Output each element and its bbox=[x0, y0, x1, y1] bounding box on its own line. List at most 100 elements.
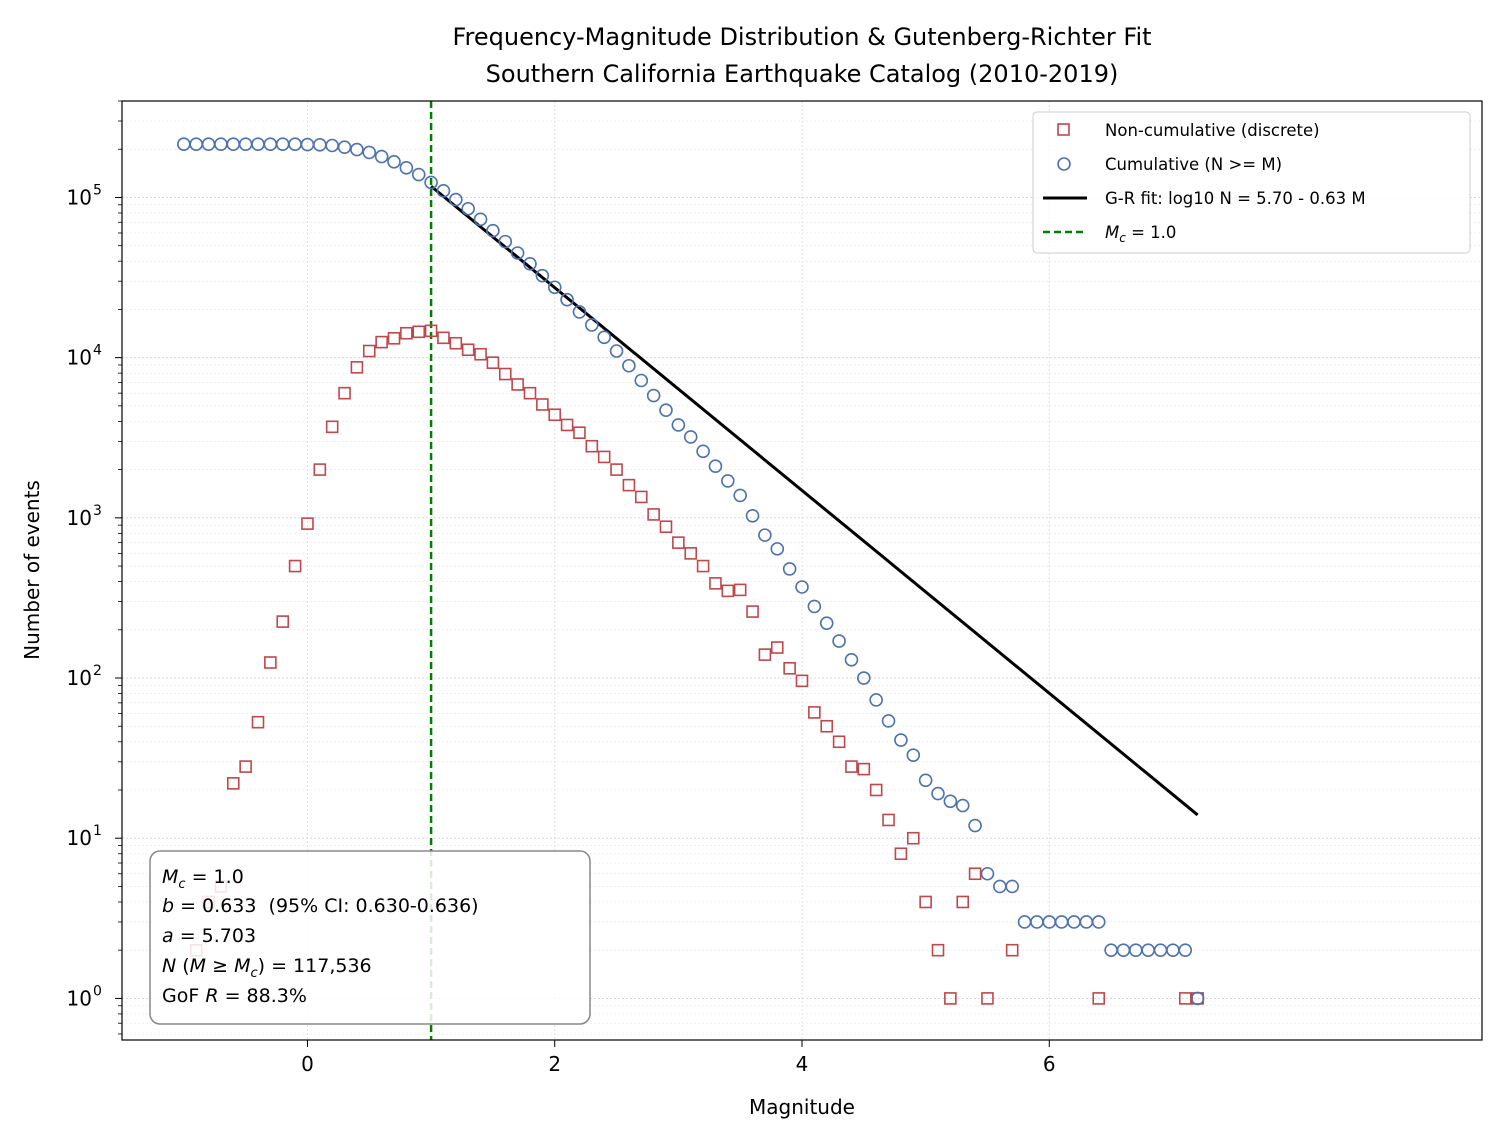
noncumulative-point bbox=[387, 332, 401, 345]
noncumulative-point bbox=[449, 336, 463, 350]
noncumulative-point bbox=[832, 735, 846, 749]
legend-label-mc: Mc = 1.0 bbox=[1105, 223, 1176, 245]
cumulative-point bbox=[807, 599, 822, 614]
stats-a-value: a = 5.703 bbox=[162, 925, 256, 947]
noncumulative-point bbox=[375, 335, 388, 349]
cumulative-point bbox=[486, 223, 500, 238]
noncumulative-point bbox=[325, 420, 339, 434]
cumulative-point bbox=[782, 562, 797, 576]
noncumulative-point bbox=[350, 361, 364, 374]
cumulative-point bbox=[609, 344, 624, 358]
noncumulative-point bbox=[820, 719, 834, 733]
legend-circle-marker bbox=[1057, 157, 1071, 171]
cumulative-point bbox=[968, 818, 982, 833]
noncumulative-point bbox=[276, 615, 290, 628]
legend-label-cumulative: Cumulative (N >= M) bbox=[1105, 155, 1282, 174]
noncumulative-point bbox=[424, 324, 438, 338]
noncumulative-point bbox=[239, 760, 252, 773]
cumulative-point bbox=[498, 234, 513, 249]
cumulative-point bbox=[646, 388, 661, 403]
cumulative-point bbox=[523, 257, 537, 271]
cumulative-point bbox=[1005, 879, 1019, 894]
noncumulative-point bbox=[597, 450, 611, 464]
cumulative-point bbox=[411, 167, 426, 182]
noncumulative-point bbox=[869, 783, 883, 797]
cumulative-point bbox=[510, 246, 525, 260]
cumulative-point bbox=[980, 866, 995, 881]
x-tick-label: 2 bbox=[548, 1052, 561, 1076]
cumulative-point bbox=[337, 140, 352, 154]
cumulative-point bbox=[696, 444, 710, 459]
legend-label-noncumulative: Non-cumulative (discrete) bbox=[1105, 121, 1320, 140]
cumulative-point bbox=[473, 212, 488, 227]
noncumulative-point bbox=[882, 813, 895, 827]
cumulative-point bbox=[931, 786, 945, 801]
x-tick-label: 6 bbox=[1043, 1052, 1056, 1076]
stats-event-count: N (M ≥ Mc) = 117,536 bbox=[162, 955, 372, 981]
noncumulative-point bbox=[585, 439, 599, 453]
y-tick-exponent: 2 bbox=[93, 663, 102, 679]
stats-box-frame bbox=[149, 850, 591, 1025]
noncumulative-point bbox=[461, 343, 475, 357]
noncumulative-point bbox=[659, 520, 673, 534]
noncumulative-point bbox=[226, 777, 240, 790]
legend-box bbox=[1032, 111, 1471, 254]
noncumulative-point bbox=[1092, 992, 1106, 1005]
y-tick-label: 10 bbox=[67, 986, 92, 1010]
noncumulative-point bbox=[548, 408, 562, 422]
noncumulative-point bbox=[474, 347, 487, 361]
cumulative-point bbox=[597, 330, 611, 345]
x-axis-label: Magnitude bbox=[749, 1095, 855, 1119]
cumulative-point bbox=[461, 201, 475, 216]
noncumulative-point bbox=[956, 895, 970, 909]
noncumulative-point bbox=[622, 478, 636, 492]
cumulative-point bbox=[634, 373, 649, 388]
noncumulative-point bbox=[931, 943, 945, 957]
fit-statistics-box: Mc = 1.0 b = 0.633 (95% CI: 0.630-0.636)… bbox=[149, 850, 591, 1025]
noncumulative-point bbox=[264, 656, 277, 669]
noncumulative-point bbox=[400, 326, 413, 340]
cumulative-point bbox=[906, 748, 921, 762]
cumulative-point bbox=[560, 292, 574, 307]
noncumulative-point bbox=[412, 325, 426, 339]
y-tick-label: 10 bbox=[67, 185, 92, 209]
noncumulative-point bbox=[944, 992, 957, 1005]
cumulative-point bbox=[819, 616, 834, 630]
legend: Non-cumulative (discrete) Cumulative (N … bbox=[1032, 111, 1471, 254]
noncumulative-point bbox=[795, 674, 809, 688]
cumulative-point bbox=[535, 268, 550, 283]
y-tick-exponent: 4 bbox=[93, 343, 102, 359]
cumulative-point bbox=[758, 528, 772, 542]
chart-subtitle: Southern California Earthquake Catalog (… bbox=[486, 60, 1119, 88]
x-tick-label: 4 bbox=[796, 1052, 809, 1076]
cumulative-point bbox=[844, 652, 859, 667]
cumulative-point bbox=[721, 474, 735, 488]
cumulative-point bbox=[374, 149, 389, 164]
noncumulative-point bbox=[610, 463, 623, 476]
cumulative-point bbox=[857, 671, 871, 685]
noncumulative-point bbox=[919, 895, 932, 909]
cumulative-point bbox=[424, 175, 438, 190]
cumulative-point bbox=[436, 184, 451, 198]
x-tick-label: 0 bbox=[301, 1052, 314, 1076]
y-tick-exponent: 1 bbox=[93, 823, 102, 839]
cumulative-point bbox=[943, 794, 958, 809]
y-tick-label: 10 bbox=[67, 346, 92, 370]
noncumulative-point bbox=[1005, 943, 1019, 957]
data-series bbox=[177, 101, 1205, 1040]
cumulative-point bbox=[918, 773, 933, 788]
cumulative-point bbox=[1091, 915, 1106, 929]
cumulative-point bbox=[881, 714, 896, 728]
cumulative-point bbox=[659, 403, 673, 417]
cumulative-point bbox=[387, 154, 401, 169]
cumulative-point bbox=[733, 488, 747, 503]
noncumulative-point bbox=[573, 426, 586, 439]
noncumulative-point bbox=[770, 641, 784, 654]
cumulative-point bbox=[585, 318, 599, 332]
noncumulative-point bbox=[696, 559, 710, 573]
cumulative-point bbox=[622, 358, 636, 373]
y-tick-label: 10 bbox=[67, 826, 92, 850]
noncumulative-point bbox=[301, 517, 314, 530]
noncumulative-point bbox=[684, 547, 698, 560]
